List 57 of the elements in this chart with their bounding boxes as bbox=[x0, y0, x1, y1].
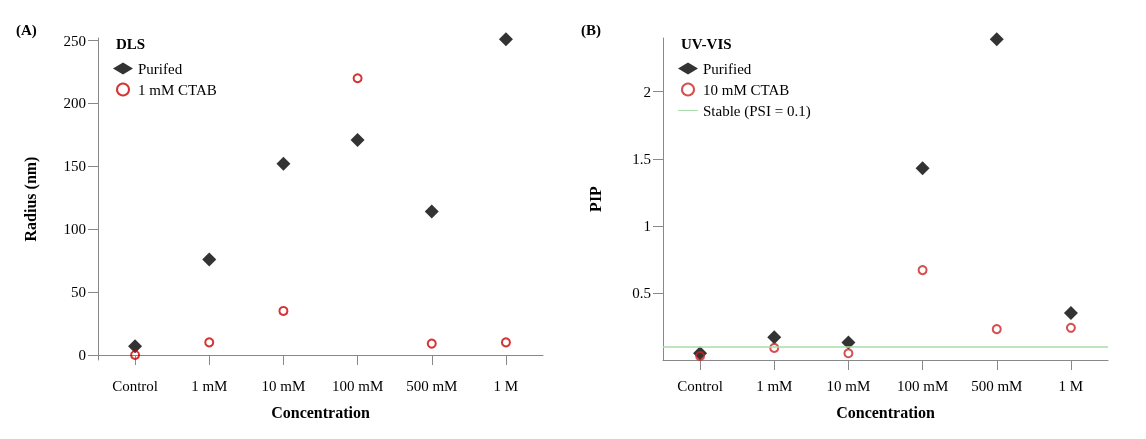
x-tick-label: Control bbox=[677, 377, 724, 394]
point bbox=[426, 338, 437, 349]
x-tick-label: 10 mM bbox=[261, 377, 306, 394]
y-axis-title: Radius (nm) bbox=[21, 156, 40, 242]
point bbox=[915, 161, 930, 176]
y-tick-label: 1 bbox=[643, 217, 651, 234]
point bbox=[498, 32, 513, 47]
y-tick-label: 150 bbox=[63, 158, 86, 175]
point bbox=[202, 252, 217, 267]
point bbox=[424, 204, 439, 219]
point bbox=[917, 265, 928, 276]
point bbox=[500, 337, 511, 348]
point bbox=[276, 156, 291, 171]
text: (B) bbox=[581, 21, 601, 39]
point bbox=[128, 339, 143, 354]
y-tick-label: 2 bbox=[643, 83, 651, 100]
x-axis-title: Concentration bbox=[271, 403, 370, 421]
y-tick-label: 0.5 bbox=[632, 284, 651, 301]
legend-label: Stable (PSI = 0.1) bbox=[703, 102, 811, 120]
legend-label: Purifed bbox=[138, 60, 183, 77]
point bbox=[767, 330, 782, 345]
x-tick-label: 1 mM bbox=[756, 377, 793, 394]
y-tick-label: 0 bbox=[78, 346, 86, 363]
point bbox=[352, 73, 363, 84]
point bbox=[278, 305, 289, 316]
x-tick-label: 500 mM bbox=[406, 377, 458, 394]
x-tick-label: 10 mM bbox=[826, 377, 871, 394]
legend-label: Purified bbox=[703, 60, 752, 77]
point bbox=[1063, 306, 1078, 321]
point bbox=[1065, 322, 1076, 333]
legend-label: 10 mM CTAB bbox=[703, 81, 790, 98]
y-tick-label: 250 bbox=[63, 32, 86, 49]
point bbox=[350, 132, 365, 147]
legend-title: DLS bbox=[116, 35, 146, 52]
x-tick-label: Control bbox=[112, 377, 159, 394]
point bbox=[130, 349, 141, 360]
y-tick-label: 1.5 bbox=[632, 150, 651, 167]
point bbox=[843, 348, 854, 359]
y-tick-label: 200 bbox=[63, 95, 86, 112]
text: (A) bbox=[16, 21, 37, 39]
legend-title: UV-VIS bbox=[681, 35, 732, 52]
y-axis-title: PIP bbox=[586, 185, 604, 212]
point bbox=[769, 342, 780, 353]
y-tick-label: 100 bbox=[63, 221, 86, 238]
point bbox=[204, 337, 215, 348]
legend-label: 1 mM CTAB bbox=[138, 81, 217, 98]
x-tick-label: 100 mM bbox=[896, 377, 949, 394]
x-tick-label: 1 mM bbox=[191, 377, 228, 394]
x-tick-label: 100 mM bbox=[331, 377, 384, 394]
point bbox=[695, 350, 706, 361]
point bbox=[989, 32, 1004, 47]
x-tick-label: 500 mM bbox=[971, 377, 1023, 394]
point bbox=[991, 324, 1002, 335]
x-tick-label: 1 M bbox=[493, 377, 519, 394]
x-tick-label: 1 M bbox=[1058, 377, 1084, 394]
y-tick-label: 50 bbox=[71, 284, 86, 301]
x-axis-title: Concentration bbox=[836, 403, 935, 421]
